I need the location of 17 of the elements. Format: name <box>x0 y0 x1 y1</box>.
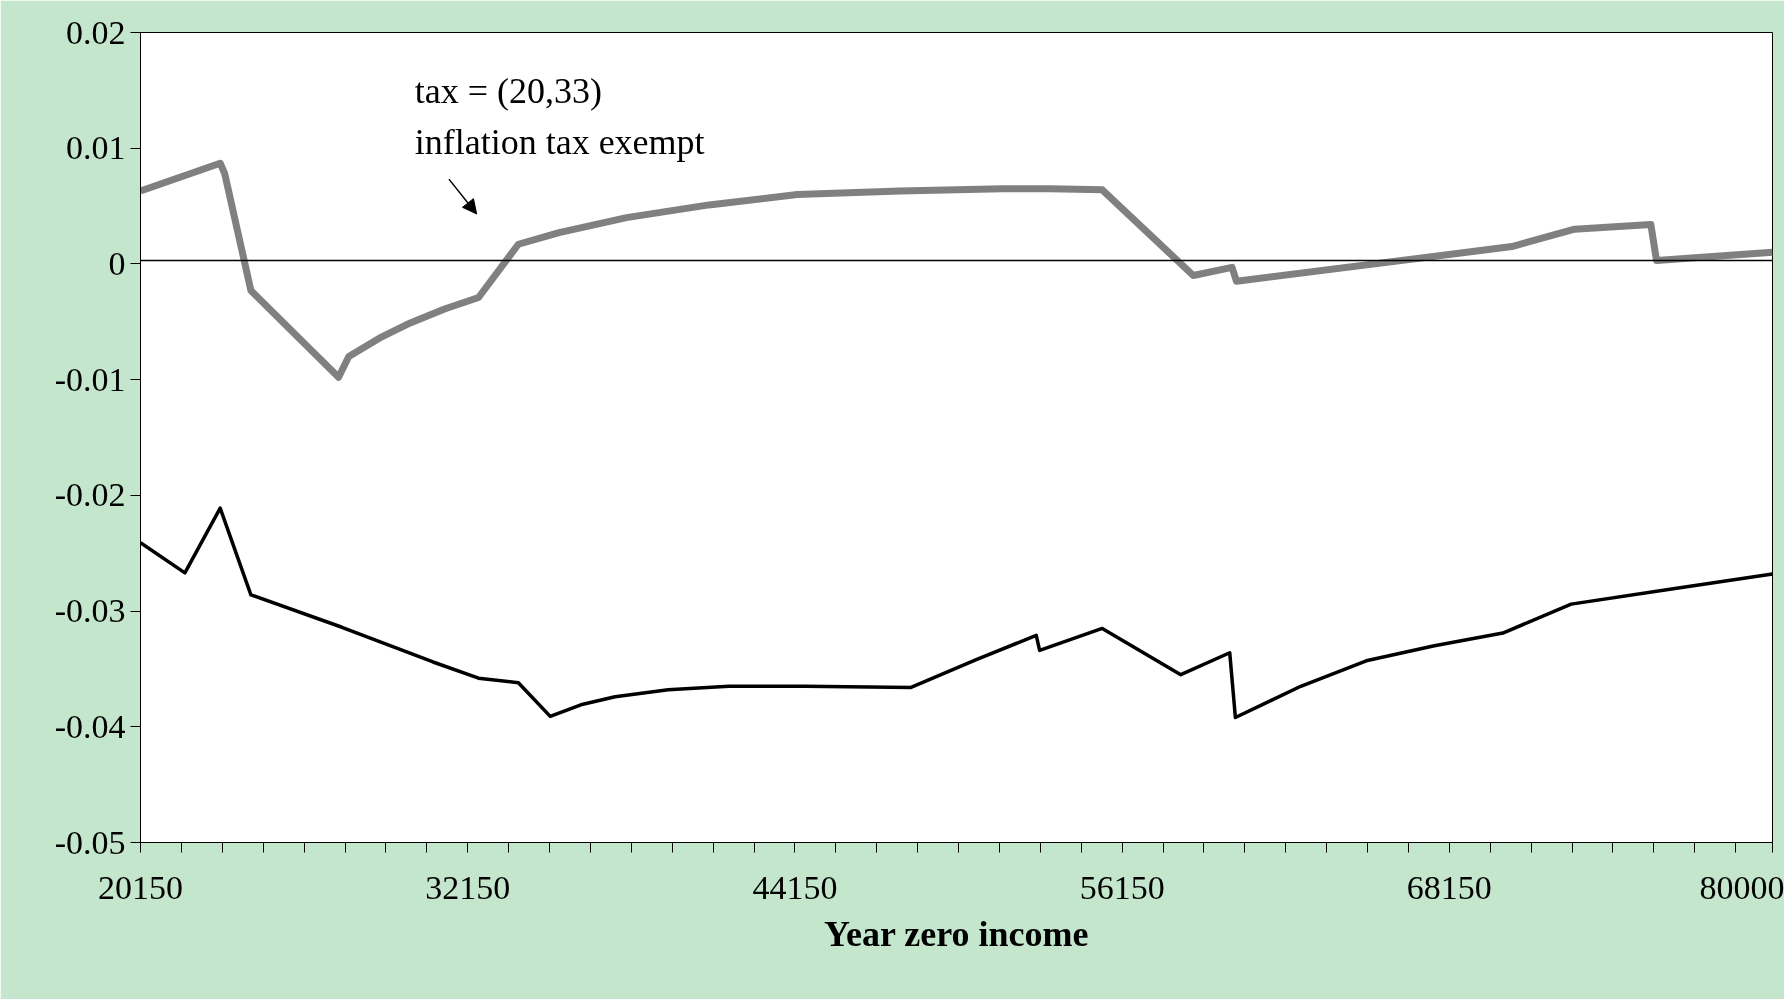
y-tick-label: 0 <box>108 244 126 282</box>
y-tick-label: 0.02 <box>66 13 126 51</box>
y-tick-label: -0.03 <box>54 592 126 630</box>
x-tick-label: 68150 <box>1406 868 1492 906</box>
x-axis-title: Year zero income <box>823 913 1089 954</box>
x-tick-label: 44150 <box>752 868 838 906</box>
y-tick-label: -0.02 <box>54 476 126 514</box>
annotation: tax = (20,33) <box>414 70 602 111</box>
y-tick-label: 0.01 <box>66 129 126 167</box>
y-tick-label: -0.04 <box>54 707 126 745</box>
x-tick-label: 32150 <box>425 868 511 906</box>
annotation: inflation tax exempt <box>414 121 705 162</box>
x-tick-label: 80000 <box>1699 868 1784 906</box>
y-tick-label: -0.05 <box>54 823 126 861</box>
x-tick-label: 20150 <box>98 868 183 906</box>
y-tick-label: -0.01 <box>54 360 126 398</box>
x-tick-label: 56150 <box>1079 868 1165 906</box>
